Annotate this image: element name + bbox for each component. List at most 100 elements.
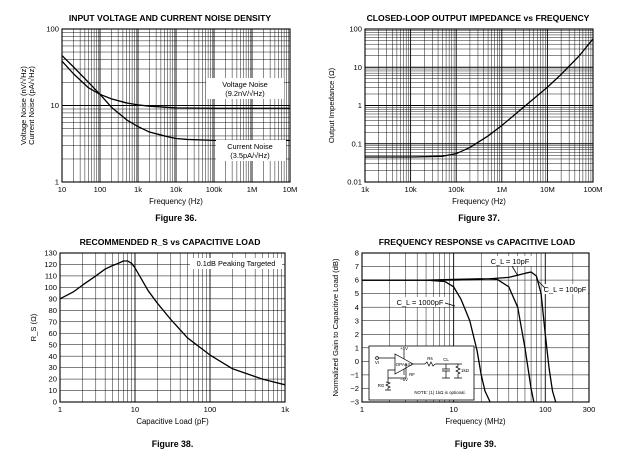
y-tick-label: 8 [355,249,359,258]
chart-title: INPUT VOLTAGE AND CURRENT NOISE DENSITY [69,13,272,23]
x-tick-label: 10 [58,185,66,194]
y-axis-label: Output Impedance (Ω) [327,67,336,143]
cl-capacitor [442,364,450,378]
y-tick-label: 0.1 [351,139,362,148]
x-tick-label: 1 [58,405,62,414]
x-tick-label: 1M [247,185,258,194]
annotation-text: C_L = 10pF [491,257,530,266]
y-axis-label: Current Noise (pA/√Hz) [27,66,36,145]
leader-line [511,265,519,277]
chart-title: FREQUENCY RESPONSE vs CAPACITIVE LOAD [379,237,575,247]
annotation-text: C_L = 1000pF [397,298,444,307]
series-line-2 [61,55,290,142]
series-line-1 [59,260,286,386]
y-tick-label: 130 [44,249,57,258]
gridlines [365,29,593,182]
inset-label: OPA847 [396,362,413,367]
x-tick-label: 10M [540,185,555,194]
annotation-cl-10pf: C_L = 10pF [487,256,533,277]
y-tick-label: 0 [355,357,359,366]
x-axis-label: Frequency (MHz) [445,417,506,426]
x-axis-label: Capacitive Load (pF) [136,417,209,426]
y-axis-label: Voltage Noise (nV/√Hz) [19,66,28,145]
y-tick-label: 110 [45,272,57,281]
x-tick-label: 10 [131,405,139,414]
x-tick-label: 10 [449,405,457,414]
x-axis-label: Frequency (Hz) [149,197,203,206]
x-tick-label: 100M [584,185,603,194]
input-terminal [375,356,379,360]
inset-frame [368,345,475,401]
inset-label: CL [443,357,449,362]
y-tick-label: 90 [49,294,57,303]
y-tick-label: 5 [355,289,359,298]
plot-frame [61,28,291,183]
x-tick-label: 10M [283,185,298,194]
x-tick-label: 1k [361,185,369,194]
plot-frame [364,28,594,183]
y-tick-label: 120 [44,260,57,269]
y-axis-label: R_S (Ω) [29,313,38,341]
y-tick-label: 30 [49,363,57,372]
label-backdrop [395,297,445,307]
inset-note: NOTE: (1) 1kΩ is optional. [414,390,465,395]
annotation-text: 0.1dB Peaking Targeted [197,259,276,268]
annotation-current-noise: Current Noise(3.5pA/√Hz) [216,140,286,161]
annotation-cl-1000pf: C_L = 1000pF [395,297,456,307]
label-backdrop [216,140,286,161]
y-tick-label: 1 [355,343,359,352]
y-tick-label: 70 [49,317,57,326]
annotation-text: Voltage Noise [222,80,268,89]
plot-frame [59,252,286,403]
y-tick-label: 100 [46,25,59,34]
series-line-1 [365,38,594,158]
y-tick-label: 10 [49,386,57,395]
x-tick-label: 300 [583,405,596,414]
label-backdrop [206,78,284,99]
chart-title: CLOSED-LOOP OUTPUT IMPEDANCE vs FREQUENC… [367,13,590,23]
y-tick-label: 60 [49,329,57,338]
x-tick-label: 10k [404,185,416,194]
y-tick-label: 10 [51,101,59,110]
label-backdrop [542,284,588,294]
annotation-text: (9.2nV/√Hz) [225,89,264,98]
y-tick-label: −1 [350,371,359,380]
x-tick-label: 100k [206,185,223,194]
plot-frame [361,252,590,403]
label-backdrop [190,258,282,269]
y-tick-label: 7 [355,262,359,271]
y-tick-label: 100 [349,25,362,34]
series-line-1 [61,60,290,109]
figure-caption: Figure 37. [458,213,500,223]
y-tick-label: −2 [350,384,359,393]
y-tick-label: 0 [53,398,57,407]
y-axis-label: Normalized Gain to Capacitive Load (dB) [331,258,340,396]
annotation-voltage-noise: Voltage Noise(9.2nV/√Hz) [206,78,284,99]
figure-caption: Figure 39. [455,439,497,449]
y-tick-label: 100 [44,283,57,292]
annotation-cl-100pf: C_L = 100pF [537,280,588,294]
x-tick-label: 10k [170,185,182,194]
leader-line [444,302,456,307]
y-tick-label: 1 [358,101,362,110]
inset-label: Rs [427,356,433,361]
rg-resistor [385,381,392,391]
y-tick-label: 50 [49,340,57,349]
load-resistor [455,364,461,378]
series-line-3 [362,271,557,403]
y-tick-label: −3 [350,398,359,407]
annotation-text: (3.5pA/√Hz) [230,151,269,160]
inset-label: VI [375,360,379,365]
y-tick-label: 3 [355,316,359,325]
chart-1: INPUT VOLTAGE AND CURRENT NOISE DENSITY 1… [19,13,297,223]
x-tick-label: 1 [360,405,364,414]
x-tick-label: 1k [281,405,289,414]
figure-caption: Figure 36. [155,213,197,223]
y-tick-label: 2 [355,330,359,339]
x-tick-label: 1M [497,185,508,194]
rs-resistor [424,361,436,367]
